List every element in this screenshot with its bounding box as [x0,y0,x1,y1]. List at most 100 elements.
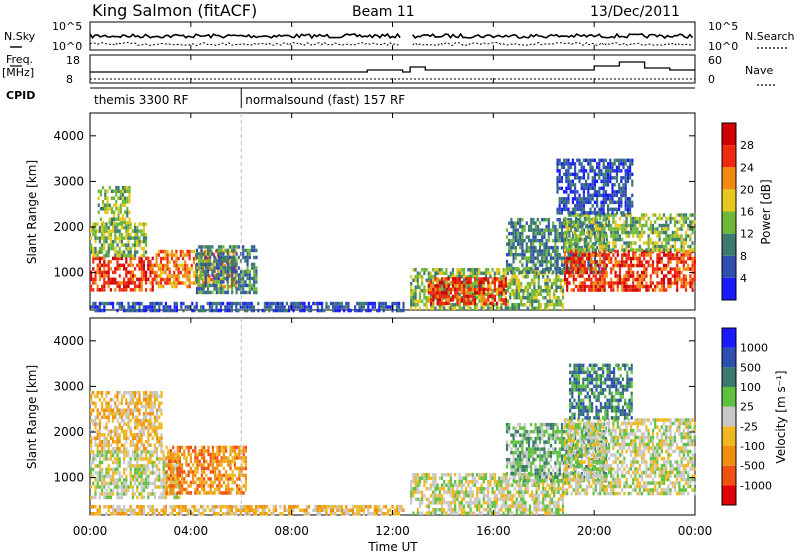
heatmap-cell [550,285,554,289]
heatmap-cell [610,267,613,271]
heatmap-cell [541,242,544,246]
heatmap-cell [255,287,258,291]
heatmap-cell [123,308,126,313]
heatmap-cell [112,467,115,472]
heatmap-cell [563,260,567,264]
heatmap-cell [160,391,163,395]
heatmap-cell [118,460,121,465]
heatmap-cell [654,244,657,249]
heatmap-cell [170,452,173,457]
heatmap-cell [123,481,126,486]
heatmap-cell [114,267,117,271]
heatmap-cell [156,408,159,412]
heatmap-cell [546,282,549,286]
heatmap-cell [532,242,535,246]
heatmap-cell [105,453,108,458]
heatmap-cell [153,464,156,468]
heatmap-cell [104,193,107,197]
heatmap-cell [177,267,180,271]
heatmap-cell [521,242,524,246]
heatmap-cell [107,277,110,282]
heatmap-cell [552,263,555,267]
heatmap-cell [114,246,117,251]
heatmap-cell [598,266,601,271]
heatmap-cell [153,394,156,398]
heatmap-cell [162,492,165,496]
heatmap-cell [112,492,115,496]
heatmap-cell [94,232,97,237]
heatmap-cell [549,252,553,257]
heatmap-cell [693,256,696,261]
heatmap-cell [493,298,496,302]
heatmap-cell [566,270,569,275]
heatmap-cell [216,445,219,450]
heatmap-cell [665,234,668,238]
heatmap-cell [609,179,612,184]
heatmap-cell [165,445,168,450]
heatmap-cell [649,248,652,252]
heatmap-cell [107,450,110,454]
heatmap-cell [599,244,602,249]
heatmap-cell [203,477,206,481]
heatmap-cell [118,433,121,437]
heatmap-cell [452,284,455,288]
heatmap-cell [230,308,233,313]
heatmap-cell [168,274,171,278]
heatmap-cell [593,211,596,215]
heatmap-cell [621,263,624,268]
heatmap-cell [147,481,150,486]
heatmap-cell [427,298,430,302]
heatmap-cell [94,478,97,482]
heatmap-cell [474,301,477,306]
heatmap-cell [505,263,509,267]
heatmap-cell [125,436,128,440]
heatmap-cell [147,495,150,500]
heatmap-cell [248,255,251,260]
heatmap-cell [118,239,121,244]
heatmap-cell [572,213,575,217]
heatmap-cell [244,269,247,274]
heatmap-cell [609,172,612,177]
heatmap-cell [471,285,474,289]
heatmap-cell [118,485,121,489]
heatmap-cell [140,284,143,289]
heatmap-cell [202,273,205,277]
heatmap-cell [482,277,485,281]
heatmap-cell [458,284,461,288]
heatmap-cell [563,221,566,225]
heatmap-cell [158,408,161,412]
heatmap-cell [192,449,195,453]
heatmap-cell [537,275,540,279]
heatmap-cell [574,162,577,166]
heatmap-cell [517,289,521,293]
heatmap-cell [246,266,249,270]
heatmap-cell [162,464,165,468]
heatmap-cell [136,460,139,465]
heatmap-cell [547,235,550,239]
heatmap-cell [116,408,119,412]
heatmap-cell [676,281,679,285]
heatmap-cell [598,158,601,163]
heatmap-cell [607,211,610,215]
heatmap-cell [145,464,148,468]
heatmap-cell [601,270,604,275]
heatmap-cell [164,301,167,306]
heatmap-cell [591,186,594,191]
heatmap-cell [140,495,143,500]
heatmap-cell [248,305,251,309]
heatmap-cell [482,285,485,289]
heatmap-cell [533,278,536,282]
heatmap-cell [547,266,550,271]
heatmap-cell [138,398,141,402]
heatmap-cell [107,443,110,447]
heatmap-cell [222,480,225,485]
heatmap-cell [115,200,118,204]
heatmap-cell [195,266,199,270]
heatmap-cell [587,186,590,191]
heatmap-cell [233,283,236,288]
heatmap-cell [142,443,145,447]
heatmap-cell [107,419,110,423]
heatmap-cell [580,207,583,212]
heatmap-cell [676,230,679,235]
heatmap-cell [449,271,452,275]
